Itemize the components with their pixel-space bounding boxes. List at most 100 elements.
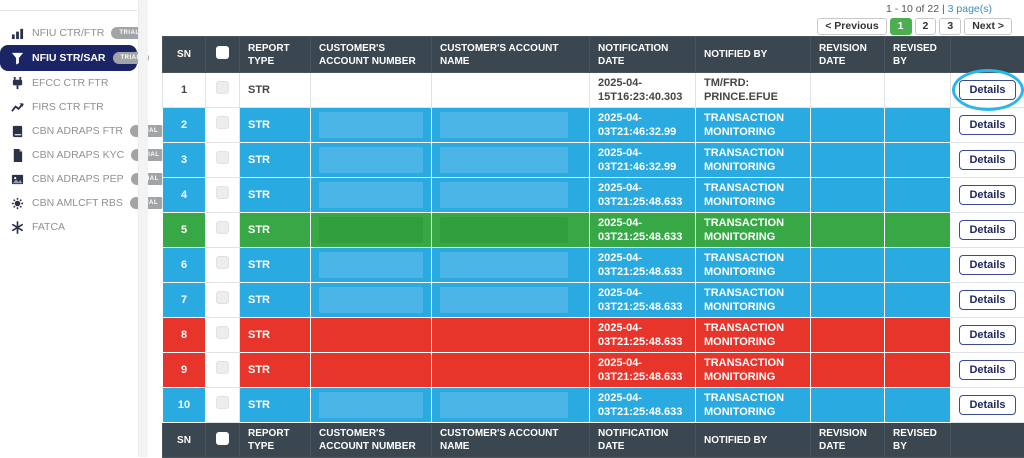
row-checkbox[interactable]: [216, 326, 229, 339]
account-number-value: [311, 318, 432, 353]
footer-account-number: CUSTOMER'S ACCOUNT NUMBER: [311, 423, 432, 458]
pager-buttons: < Previous 1 2 3 Next >: [817, 18, 1012, 35]
sn-value: 7: [163, 283, 206, 318]
sn-value: 3: [163, 143, 206, 178]
report-type-value: STR: [240, 388, 311, 423]
account-number-value: [311, 353, 432, 388]
row-select-cell: [206, 213, 240, 248]
sn-value: 1: [163, 73, 206, 108]
report-type-value: STR: [240, 73, 311, 108]
sidebar-item-cbn-amlcft-rbs[interactable]: CBN AMLCFT RBSTRIAL: [0, 191, 137, 215]
header-sn: SN: [163, 37, 206, 73]
notified-by-value: TRANSACTION MONITORING: [696, 318, 811, 353]
sidebar-item-label: CBN ADRAPS KYC: [32, 149, 124, 161]
details-button[interactable]: Details: [959, 360, 1015, 380]
bar-chart-icon: [10, 26, 24, 40]
row-checkbox[interactable]: [216, 396, 229, 409]
previous-page-button[interactable]: < Previous: [817, 18, 886, 35]
revised-by-value: [885, 73, 951, 108]
details-button[interactable]: Details: [959, 290, 1015, 310]
revised-by-value: [885, 353, 951, 388]
row-select-cell: [206, 143, 240, 178]
header-account-name: CUSTOMER'S ACCOUNT NAME: [432, 37, 590, 73]
revised-by-value: [885, 283, 951, 318]
sidebar-item-firs-ctr-ftr[interactable]: FIRS CTR FTR: [0, 95, 137, 119]
details-button[interactable]: Details: [959, 325, 1015, 345]
row-select-cell: [206, 283, 240, 318]
report-type-value: STR: [240, 178, 311, 213]
sidebar-item-label: FIRS CTR FTR: [32, 101, 104, 113]
row-checkbox[interactable]: [216, 361, 229, 374]
row-checkbox[interactable]: [216, 186, 229, 199]
asterisk-icon: [10, 220, 24, 234]
details-button[interactable]: Details: [959, 115, 1015, 135]
details-button[interactable]: Details: [959, 220, 1015, 240]
notified-by-value: TRANSACTION MONITORING: [696, 388, 811, 423]
account-number-value: [311, 108, 432, 143]
notification-date-value: 2025-04-03T21:46:32.99: [590, 108, 696, 143]
footer-account-name: CUSTOMER'S ACCOUNT NAME: [432, 423, 590, 458]
details-button[interactable]: Details: [959, 150, 1015, 170]
account-name-value: [432, 213, 590, 248]
page-1-button[interactable]: 1: [890, 18, 912, 35]
details-button[interactable]: Details: [959, 255, 1015, 275]
redacted-value: [440, 392, 568, 418]
report-type-value: STR: [240, 143, 311, 178]
account-name-value: [432, 353, 590, 388]
account-number-value: [311, 213, 432, 248]
notification-date-value: 2025-04-15T16:23:40.303: [590, 73, 696, 108]
notified-by-value: TRANSACTION MONITORING: [696, 108, 811, 143]
redacted-value: [319, 252, 423, 278]
page-summary: 1 - 10 of 22 | 3 page(s): [817, 3, 1012, 15]
row-checkbox[interactable]: [216, 221, 229, 234]
row-checkbox[interactable]: [216, 151, 229, 164]
row-checkbox[interactable]: [216, 256, 229, 269]
account-name-value: [432, 283, 590, 318]
next-page-button[interactable]: Next >: [964, 18, 1012, 35]
details-cell: Details: [951, 143, 1024, 178]
select-all-checkbox[interactable]: [216, 432, 229, 445]
notified-by-value: TRANSACTION MONITORING: [696, 143, 811, 178]
revision-date-value: [811, 178, 885, 213]
filter-icon: [10, 51, 24, 65]
page-3-button[interactable]: 3: [939, 18, 961, 35]
page-2-button[interactable]: 2: [915, 18, 937, 35]
notified-by-value: TRANSACTION MONITORING: [696, 283, 811, 318]
header-revised-by: REVISED BY: [885, 37, 951, 73]
row-checkbox[interactable]: [216, 116, 229, 129]
details-cell: Details: [951, 213, 1024, 248]
details-button[interactable]: Details: [959, 80, 1015, 100]
details-cell: Details: [951, 353, 1024, 388]
file-icon: [10, 148, 24, 162]
row-select-cell: [206, 318, 240, 353]
revised-by-value: [885, 143, 951, 178]
row-checkbox[interactable]: [216, 291, 229, 304]
select-all-checkbox[interactable]: [216, 46, 229, 59]
redacted-value: [440, 182, 568, 208]
sidebar-item-fatca[interactable]: FATCA: [0, 215, 137, 239]
row-checkbox[interactable]: [216, 81, 229, 94]
details-button[interactable]: Details: [959, 395, 1015, 415]
row-select-cell: [206, 353, 240, 388]
header-report-type: REPORT TYPE: [240, 37, 311, 73]
details-button[interactable]: Details: [959, 185, 1015, 205]
footer-notification-date: NOTIFICATION DATE: [590, 423, 696, 458]
sn-value: 10: [163, 388, 206, 423]
header-select: [206, 37, 240, 73]
details-cell: Details: [951, 178, 1024, 213]
sidebar-item-label: CBN ADRAPS FTR: [32, 125, 123, 137]
sidebar-scrollbar[interactable]: [138, 0, 148, 457]
sidebar-item-efcc-ctr-ftr[interactable]: EFCC CTR FTR: [0, 71, 137, 95]
